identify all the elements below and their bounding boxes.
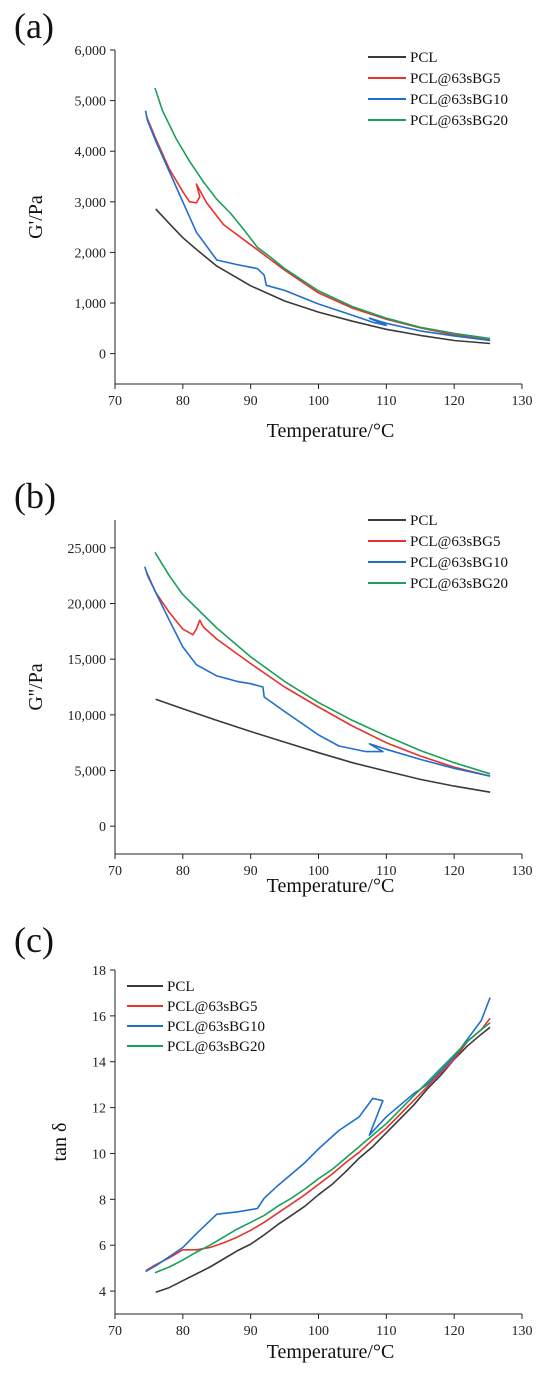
y-tick-label: 14 [92, 1056, 106, 1071]
x-tick-label: 130 [512, 394, 533, 409]
series-line-pcl-63sbg10 [144, 566, 491, 777]
y-tick-label: 6,000 [75, 44, 107, 59]
x-tick-label: 120 [444, 394, 465, 409]
x-tick-label: 80 [176, 394, 190, 409]
legend-label-pcl-63sbg20: PCL@63sBG20 [167, 1039, 265, 1055]
x-tick-label: 80 [176, 1324, 190, 1339]
y-tick-label: 0 [99, 820, 106, 835]
x-tick-label: 90 [244, 394, 258, 409]
y-tick-label: 5,000 [75, 765, 107, 780]
chart-panel-c: (c) 70 80 90 100 110 120 130 4 6 8 10 12 14 16 18 Tempe… [0, 920, 550, 1370]
y-tick-label: 10 [92, 1147, 106, 1162]
y-axis-label: G''/Pa [25, 663, 47, 710]
x-tick-label: 100 [308, 1324, 329, 1339]
x-tick-label: 70 [108, 864, 122, 879]
x-tick-label: 80 [176, 864, 190, 879]
y-tick-label: 0 [99, 348, 106, 363]
chart-b-svg: 70 80 90 100 110 120 130 0 5,000 10,000 15,000 20,0… [25, 513, 533, 897]
series-line-pcl-63sbg5 [145, 115, 491, 341]
chart-c-svg: 70 80 90 100 110 120 130 4 6 8 10 12 14 16 18 Temperatu… [49, 964, 533, 1363]
legend-label-pcl: PCL [167, 979, 195, 995]
chart-a-svg: 70 80 90 100 110 120 130 0 1,000 2,000 3,000 4,000 5… [25, 44, 533, 442]
y-tick-label: 3,000 [75, 196, 107, 211]
y-tick-label: 6 [99, 1239, 106, 1254]
y-tick-label: 15,000 [68, 653, 107, 668]
y-tick-label: 25,000 [68, 542, 107, 557]
panel-label-a: (a) [14, 6, 54, 46]
y-tick-label: 5,000 [75, 95, 107, 110]
legend-label-pcl-63sbg5: PCL@63sBG5 [167, 999, 258, 1015]
legend-label-pcl: PCL [410, 50, 438, 66]
y-tick-label: 2,000 [75, 246, 107, 261]
x-tick-label: 100 [308, 394, 329, 409]
series-line-pcl [155, 208, 491, 345]
x-axis-label: Temperature/°C [267, 875, 395, 897]
y-tick-label: 1,000 [75, 297, 107, 312]
x-tick-label: 70 [108, 1324, 122, 1339]
y-axis-label: G'/Pa [25, 195, 47, 239]
series-line-pcl [155, 698, 491, 793]
legend-label-pcl-63sbg10: PCL@63sBG10 [410, 92, 508, 108]
series-line-pcl-63sbg5 [145, 570, 491, 777]
x-tick-label: 110 [376, 864, 396, 879]
legend-label-pcl-63sbg20: PCL@63sBG20 [410, 576, 508, 592]
legend-label-pcl-63sbg5: PCL@63sBG5 [410, 71, 501, 87]
x-tick-label: 90 [244, 1324, 258, 1339]
y-tick-label: 4 [99, 1285, 106, 1300]
x-tick-label: 110 [376, 1324, 396, 1339]
y-tick-label: 10,000 [68, 709, 107, 724]
x-tick-label: 110 [376, 394, 396, 409]
legend-label-pcl-63sbg10: PCL@63sBG10 [410, 555, 508, 571]
x-tick-label: 120 [444, 864, 465, 879]
chart-panel-a: (a) 70 80 90 100 110 120 130 0 1,000 2,000 3,000 4,… [0, 0, 550, 455]
x-axis-label: Temperature/°C [267, 1341, 395, 1363]
series-line-pcl-63sbg20 [154, 87, 491, 340]
legend-label-pcl-63sbg20: PCL@63sBG20 [410, 113, 508, 129]
x-tick-label: 70 [108, 394, 122, 409]
x-tick-label: 100 [308, 864, 329, 879]
series-line-pcl-63sbg10 [145, 997, 491, 1273]
y-tick-label: 20,000 [68, 598, 107, 613]
legend-label-pcl-63sbg10: PCL@63sBG10 [167, 1019, 265, 1035]
series-line-pcl-63sbg20 [154, 551, 491, 775]
panel-label-c: (c) [14, 920, 54, 960]
y-tick-label: 12 [92, 1102, 106, 1117]
y-tick-label: 18 [92, 964, 106, 979]
series-line-pcl-63sbg10 [144, 110, 491, 342]
legend-label-pcl-63sbg5: PCL@63sBG5 [410, 534, 501, 550]
y-axis-label: tan δ [49, 1123, 71, 1162]
x-tick-label: 90 [244, 864, 258, 879]
series-line-pcl-63sbg20 [154, 1022, 491, 1274]
x-tick-label: 130 [512, 864, 533, 879]
x-axis-label: Temperature/°C [267, 420, 395, 442]
x-tick-label: 120 [444, 1324, 465, 1339]
legend-label-pcl: PCL [410, 513, 438, 529]
x-tick-label: 130 [512, 1324, 533, 1339]
y-tick-label: 4,000 [75, 145, 107, 160]
panel-label-b: (b) [14, 476, 56, 516]
y-tick-label: 8 [99, 1193, 106, 1208]
series-line-pcl [155, 1026, 491, 1293]
chart-panel-b: (b) 70 80 90 100 110 120 130 0 5,000 10,000 15,000… [0, 470, 550, 925]
y-tick-label: 16 [92, 1010, 106, 1025]
